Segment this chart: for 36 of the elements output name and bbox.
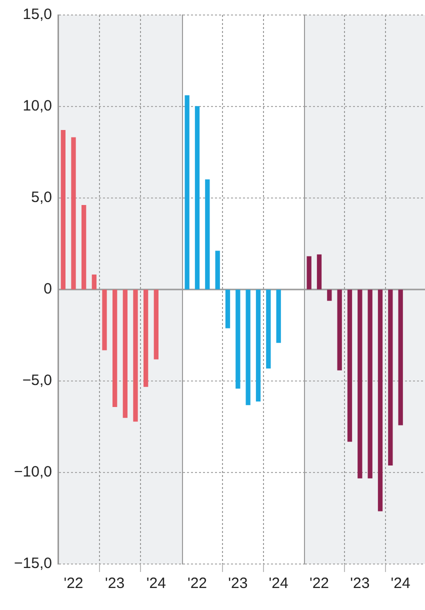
y-tick-label: 10,0 bbox=[22, 98, 52, 115]
y-tick-label: 0 bbox=[44, 280, 52, 298]
y-tick-label: −5,0 bbox=[22, 372, 52, 390]
bar bbox=[236, 290, 240, 389]
bar bbox=[144, 290, 148, 387]
y-tick-label: 15,0 bbox=[22, 6, 52, 24]
bar bbox=[246, 290, 250, 406]
x-tick-label: '24 bbox=[268, 575, 288, 592]
y-tick-label: −10,0 bbox=[14, 464, 52, 481]
x-tick-label: '23 bbox=[105, 575, 125, 592]
bar bbox=[133, 290, 138, 422]
bar bbox=[82, 204, 86, 290]
y-tick-label: −15,0 bbox=[14, 555, 52, 572]
bar bbox=[71, 137, 76, 290]
bar bbox=[184, 95, 190, 290]
x-tick-label: '22 bbox=[64, 575, 84, 592]
bar bbox=[225, 290, 230, 328]
bar bbox=[205, 179, 210, 290]
x-tick-label: '24 bbox=[146, 575, 166, 592]
bar bbox=[276, 290, 281, 343]
bar bbox=[215, 250, 220, 290]
bar bbox=[266, 290, 271, 369]
x-tick-label: '22 bbox=[309, 575, 330, 592]
x-tick-label: '23 bbox=[350, 575, 370, 592]
x-tick-label: '22 bbox=[187, 575, 208, 592]
bar bbox=[60, 130, 66, 290]
bar bbox=[194, 106, 200, 290]
bar bbox=[102, 290, 107, 350]
x-tick-label: '24 bbox=[390, 575, 410, 592]
bar bbox=[112, 290, 118, 407]
bar bbox=[154, 290, 158, 360]
bar bbox=[122, 290, 128, 418]
x-tick-label: '23 bbox=[228, 575, 248, 592]
bar bbox=[256, 290, 261, 402]
y-tick-label: 5,0 bbox=[31, 189, 52, 206]
bar bbox=[92, 274, 96, 290]
